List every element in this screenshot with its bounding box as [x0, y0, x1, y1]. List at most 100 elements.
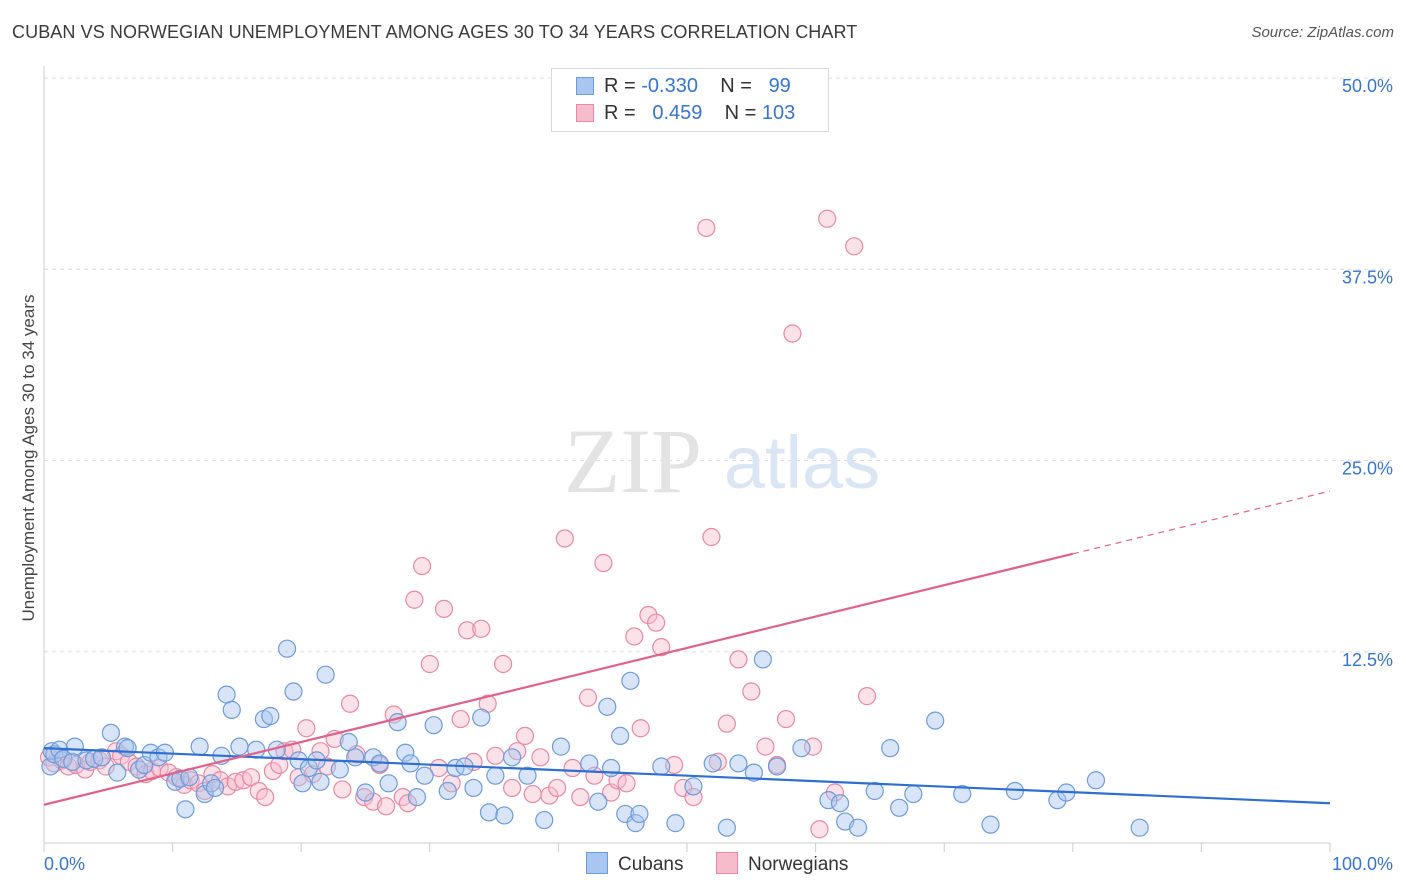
cubans-point — [598, 697, 617, 716]
norwegians-point — [742, 682, 761, 701]
norwegians-point — [845, 237, 864, 256]
cubans-point — [717, 818, 736, 837]
cubans-n-label: N = — [720, 75, 752, 97]
norwegians-point — [594, 553, 613, 573]
norwegians-swatch — [576, 104, 594, 122]
cubans-point — [415, 766, 434, 785]
cubans-point — [589, 792, 608, 811]
cubans-point — [479, 803, 499, 822]
norwegians-point — [270, 755, 289, 775]
grid-layer — [44, 77, 1394, 653]
axis-layer — [43, 66, 1331, 852]
norwegians-point — [756, 737, 775, 756]
norwegians-point — [434, 599, 454, 619]
cubans-point — [729, 754, 748, 773]
cubans-point — [176, 800, 195, 819]
cubans-point — [551, 737, 571, 756]
cubans-point — [205, 778, 225, 798]
norwegians-swatch-bottom — [716, 852, 738, 874]
watermark-zip: ZIP — [564, 410, 702, 512]
cubans-point — [580, 754, 599, 773]
norwegians-point — [571, 787, 590, 807]
norwegians-point — [256, 787, 275, 807]
cubans-point — [424, 716, 443, 735]
cubans-point — [108, 763, 127, 782]
cubans-point — [953, 784, 972, 804]
y-tick-label: 50.0% — [1342, 76, 1393, 96]
norwegians-r-value: 0.459 — [652, 102, 703, 124]
norwegians-trend-line — [43, 552, 1074, 806]
cubans-legend-label: Cubans — [618, 854, 684, 875]
trend-layer — [43, 490, 1331, 806]
norwegians-point — [776, 709, 796, 729]
cubans-point — [684, 777, 703, 796]
cubans-point — [293, 774, 312, 793]
norwegians-point — [531, 748, 550, 767]
cubans-point — [652, 757, 671, 776]
cubans-point — [230, 737, 249, 756]
norwegians-point — [486, 746, 505, 765]
cubans-point — [744, 763, 763, 782]
cubans-point — [464, 778, 483, 798]
cubans-point — [77, 751, 96, 770]
cubans-point — [118, 739, 137, 758]
norwegians-point — [451, 709, 470, 729]
norwegians-r-label: R = — [604, 102, 636, 124]
cubans-point — [316, 665, 335, 684]
cubans-point — [890, 798, 909, 817]
cubans-point — [171, 769, 190, 788]
norwegians-point — [647, 613, 666, 632]
cubans-trend-line — [43, 747, 1331, 805]
norwegians-point — [548, 778, 567, 798]
cubans-point — [407, 787, 427, 807]
norwegians-point — [652, 638, 671, 657]
y-axis-label: Unemployment Among Ages 30 to 34 years — [19, 295, 38, 622]
norwegians-point — [398, 794, 418, 813]
cubans-point — [446, 758, 465, 778]
y-tick-label: 25.0% — [1342, 459, 1393, 479]
norwegians-legend-label: Norwegians — [748, 854, 849, 875]
x-tick-label: 100.0% — [1332, 854, 1393, 874]
cubans-point — [284, 682, 303, 701]
norwegians-point — [684, 787, 703, 807]
norwegians-point — [810, 820, 829, 839]
norwegians-point — [420, 654, 439, 674]
norwegians-point — [333, 780, 352, 799]
cubans-point — [518, 766, 537, 785]
cubans-point — [792, 739, 811, 758]
cubans-point — [819, 791, 838, 810]
cubans-point — [830, 794, 850, 813]
bottom-legend: Cubans Norwegians — [0, 852, 1406, 878]
legend: R = -0.330 N = 99 R = 0.459 N = 103 — [551, 68, 829, 132]
cubans-point — [190, 737, 209, 756]
cubans-n-value: 99 — [768, 75, 791, 97]
cubans-point — [330, 760, 349, 779]
cubans-point — [346, 748, 365, 767]
cubans-point — [753, 650, 772, 669]
cubans-point — [630, 804, 649, 824]
cubans-point — [1130, 818, 1149, 837]
norwegians-point — [494, 654, 513, 674]
legend-row-cubans: R = -0.330 N = 99 — [576, 73, 791, 99]
norwegians-point — [540, 786, 559, 805]
cubans-point — [666, 814, 685, 833]
norwegians-point — [412, 556, 432, 576]
norwegians-point — [729, 650, 748, 669]
norwegians-point — [472, 619, 491, 638]
norwegians-point — [555, 529, 574, 548]
norwegians-points — [40, 209, 877, 839]
cubans-point — [101, 723, 120, 742]
norwegians-point — [717, 714, 736, 733]
norwegians-point — [241, 768, 261, 787]
norwegians-point — [376, 797, 396, 816]
cubans-point — [611, 726, 630, 746]
norwegians-point — [697, 218, 716, 238]
cubans-point — [535, 810, 554, 830]
x-tick-label: 0.0% — [44, 854, 85, 874]
label-layer: 12.5% 25.0% 37.5% 50.0% 0.0% 100.0% — [44, 76, 1393, 874]
norwegians-point — [803, 737, 823, 756]
cubans-swatch — [576, 77, 594, 95]
cubans-swatch-bottom — [586, 852, 608, 874]
cubans-point — [926, 711, 945, 730]
norwegians-point — [702, 527, 721, 547]
